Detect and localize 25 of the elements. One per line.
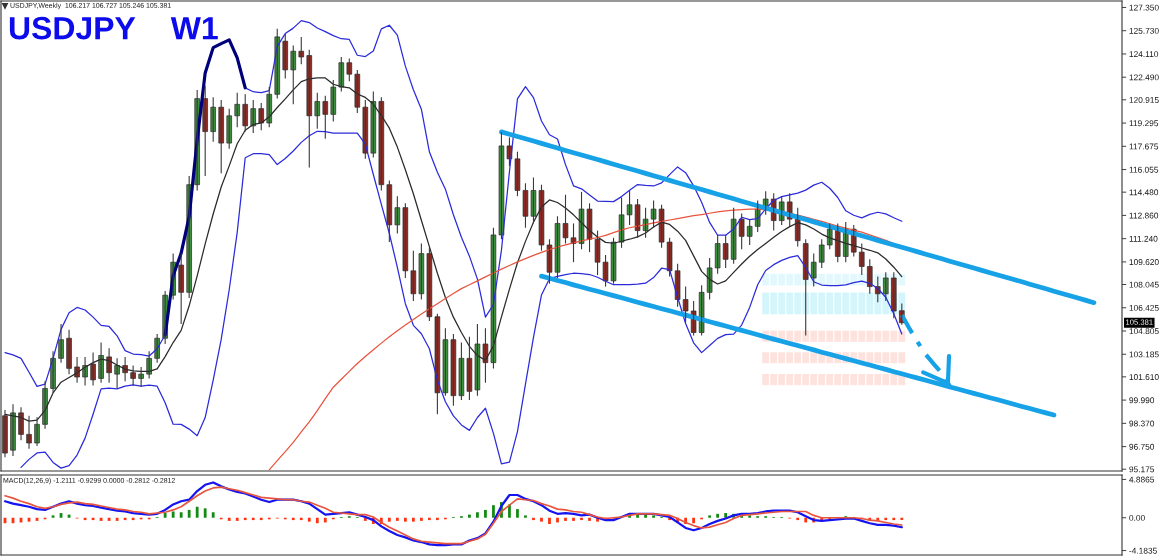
y-tick-label: 0.00 xyxy=(1129,514,1145,521)
y-tick-label: 122.490 xyxy=(1129,74,1159,81)
y-tick-label: 120.915 xyxy=(1129,97,1159,103)
y-tick-label: 125.730 xyxy=(1129,27,1159,34)
y-tick-label: 95.175 xyxy=(1129,466,1155,473)
y-tick-label: 112.860 xyxy=(1129,212,1159,219)
chart-title: USDJPY W1 xyxy=(9,16,218,40)
y-tick-label: 124.110 xyxy=(1129,51,1159,58)
y-tick-label: 111.240 xyxy=(1129,235,1158,242)
y-tick-label: 108.045 xyxy=(1129,281,1159,288)
y-tick-label: 96.750 xyxy=(1129,443,1155,450)
y-tick-label: 4.8865 xyxy=(1129,476,1155,483)
y-tick-label: 98.370 xyxy=(1129,420,1155,427)
y-tick-label: 116.055 xyxy=(1129,166,1159,173)
y-tick-label: -4.1835 xyxy=(1129,547,1157,554)
y-tick-label: 127.350 xyxy=(1129,4,1159,11)
y-tick-label: 106.425 xyxy=(1129,304,1159,311)
y-tick-label: 104.805 xyxy=(1129,328,1159,335)
y-tick-label: 109.620 xyxy=(1129,259,1159,266)
y-tick-label: 101.610 xyxy=(1129,374,1159,380)
y-tick-label: 119.295 xyxy=(1129,120,1159,127)
y-tick-label: 99.990 xyxy=(1129,397,1155,404)
y-tick-label: 103.185 xyxy=(1129,351,1159,358)
y-tick-label: 117.675 xyxy=(1129,143,1159,150)
y-tick-label: 114.480 xyxy=(1129,189,1159,196)
